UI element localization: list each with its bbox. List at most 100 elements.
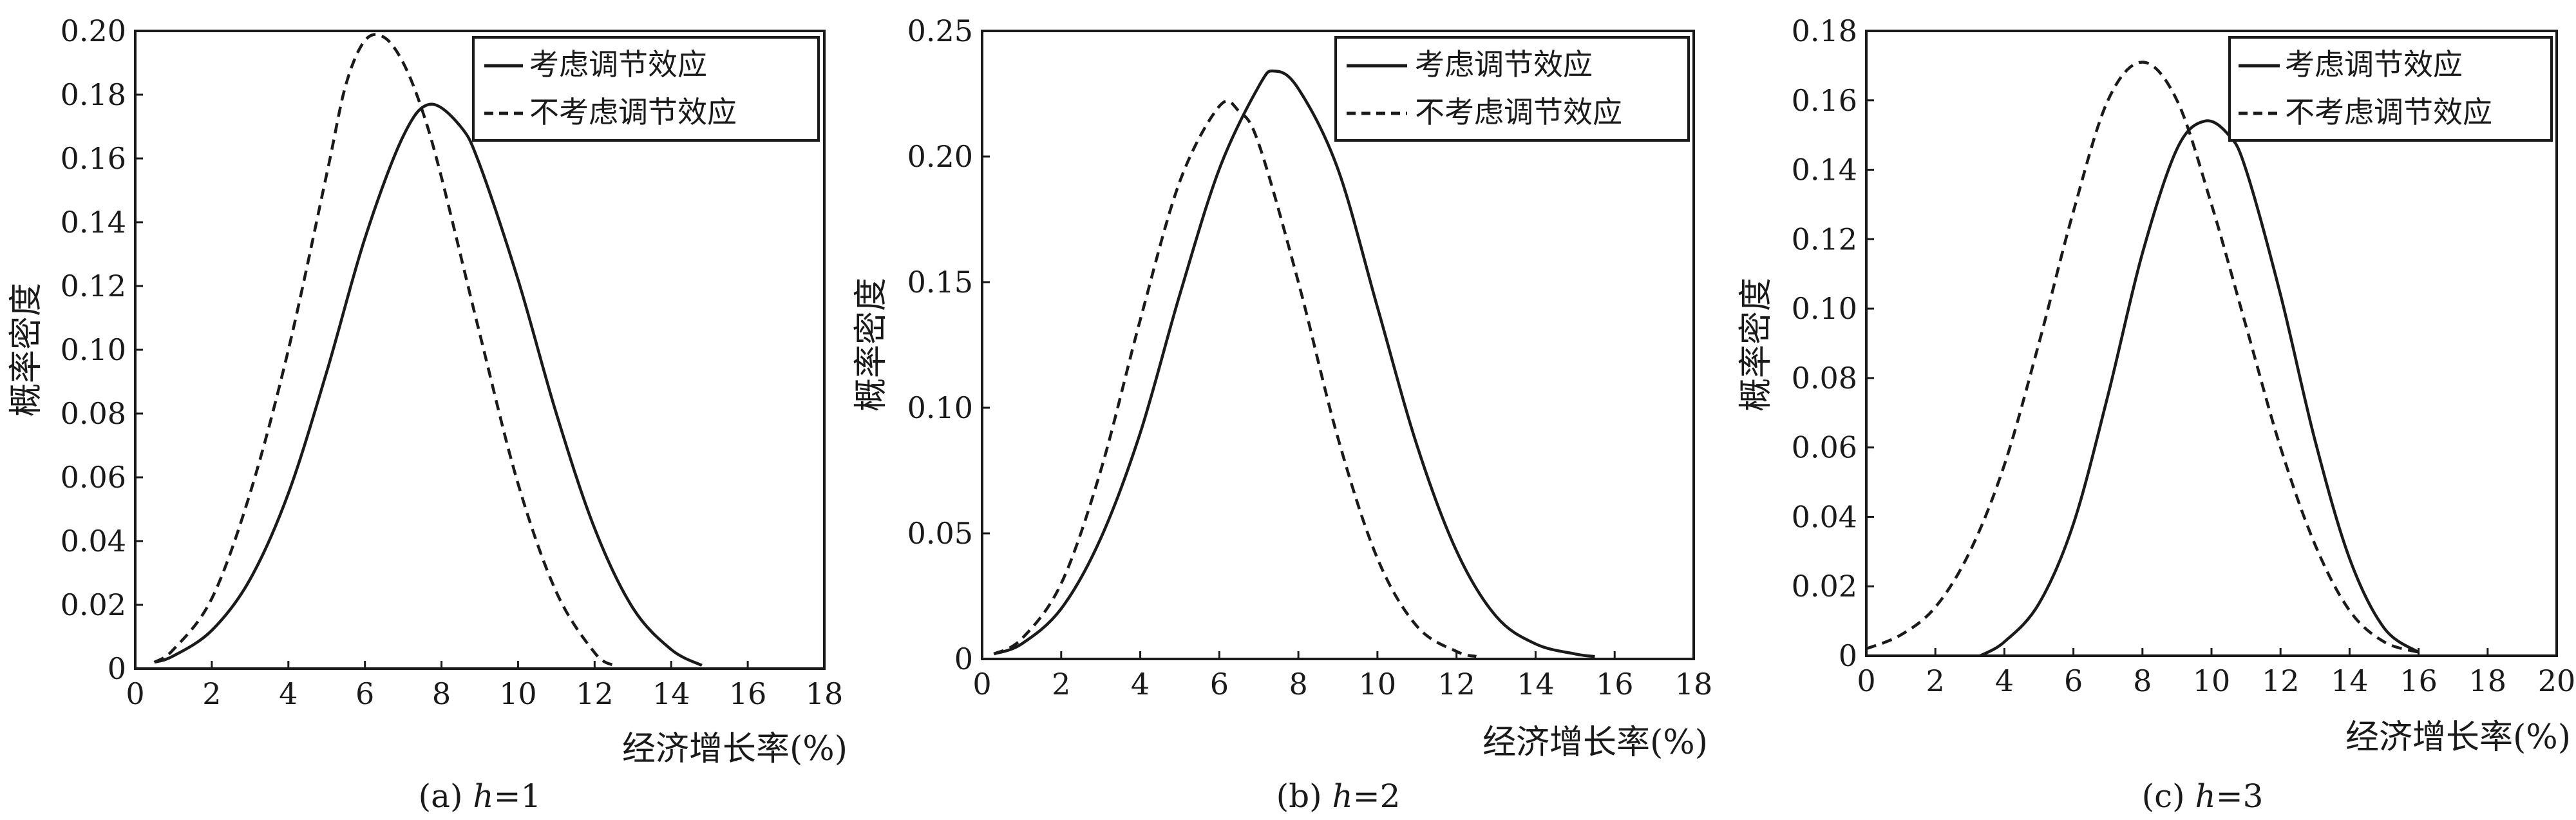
y-tick-label-b: 0.20 xyxy=(907,139,973,174)
y-tick-label-a: 0.02 xyxy=(61,587,126,622)
panel-c: 0 2 4 6 8 10 12 14 16 18 20 0 0.02 0.04 0.06 0.08 0.10 0.… xyxy=(1737,14,2575,815)
panel-caption-prefix-b: (b) xyxy=(1276,777,1332,815)
x-tick-label-a: 14 xyxy=(652,676,690,711)
y-tick-label-b: 0 xyxy=(954,642,973,676)
panel-caption-suffix-b: =2 xyxy=(1353,777,1401,815)
x-tick-label-b: 4 xyxy=(1131,667,1150,701)
legend-label-dashed-a: 不考虑调节效应 xyxy=(529,95,737,129)
x-axis-label-b: 经济增长率(%) xyxy=(1482,723,1708,762)
y-tick-label-c: 0.18 xyxy=(1792,14,1857,48)
x-tick-label-a: 6 xyxy=(355,676,374,711)
y-tick-label-b: 0.10 xyxy=(907,390,973,425)
x-tick-label-b: 10 xyxy=(1359,667,1397,701)
y-tick-label-b: 0.15 xyxy=(907,265,973,300)
legend-label-solid-b: 考虑调节效应 xyxy=(1415,47,1593,82)
panel-b: 0 2 4 6 8 10 12 14 16 18 0 0.05 0.10 0.15 0.20 0.25 考虑调… xyxy=(852,14,1712,815)
series-line-solid-a xyxy=(153,102,703,667)
y-tick-label-b: 0.25 xyxy=(907,14,973,48)
x-tick-label-c: 4 xyxy=(1995,663,2014,698)
x-tick-label-c: 0 xyxy=(1857,663,1875,698)
y-tick-label-c: 0.14 xyxy=(1792,153,1857,187)
y-tick-label-c: 0.02 xyxy=(1792,569,1857,604)
x-tick-label-b: 12 xyxy=(1437,667,1475,701)
panel-caption-b: (b) h=2 xyxy=(1276,777,1401,815)
x-tick-label-a: 10 xyxy=(499,676,537,711)
y-axis-label-b: 概率密度 xyxy=(852,278,891,412)
y-tick-label-a: 0.20 xyxy=(61,14,126,48)
x-tick-label-a: 16 xyxy=(729,676,767,711)
legend-box-c xyxy=(2228,36,2553,142)
y-tick-label-a: 0.18 xyxy=(61,77,126,112)
y-tick-label-a: 0.14 xyxy=(61,205,126,240)
y-tick-label-c: 0.12 xyxy=(1792,222,1857,256)
series-line-dashed-b xyxy=(993,99,1477,658)
y-tick-label-a: 0.10 xyxy=(61,332,126,367)
y-tick-label-a: 0.08 xyxy=(61,396,126,431)
legend-a: 考虑调节效应 不考虑调节效应 xyxy=(472,36,820,142)
x-tick-label-b: 2 xyxy=(1052,667,1070,701)
x-tick-label-a: 18 xyxy=(806,676,844,711)
x-tick-label-a: 2 xyxy=(202,676,221,711)
x-tick-label-c: 20 xyxy=(2538,663,2576,698)
y-tick-label-c: 0.08 xyxy=(1792,361,1857,396)
x-tick-label-a: 4 xyxy=(279,676,298,711)
x-tick-label-a: 12 xyxy=(576,676,614,711)
x-tick-label-b: 8 xyxy=(1289,667,1307,701)
y-tick-label-c: 0.06 xyxy=(1792,430,1857,465)
y-tick-label-c: 0.16 xyxy=(1792,83,1857,118)
legend-c: 考虑调节效应 不考虑调节效应 xyxy=(2228,36,2553,142)
series-lines-b xyxy=(993,69,1595,658)
axis-ticks-b: 0 2 4 6 8 10 12 14 16 18 0 0.05 0.10 0.15 0.20 0.25 xyxy=(907,14,1713,701)
x-tick-label-a: 0 xyxy=(126,676,144,711)
panel-caption-var-a: h xyxy=(473,777,493,815)
panel-caption-c: (c) h=3 xyxy=(2142,777,2264,815)
y-tick-label-a: 0.16 xyxy=(61,141,126,176)
x-tick-label-b: 0 xyxy=(972,667,991,701)
y-tick-label-a: 0.12 xyxy=(61,269,126,303)
y-tick-label-b: 0.05 xyxy=(907,516,973,551)
series-line-solid-c xyxy=(1979,119,2420,657)
x-axis-label-c: 经济增长率(%) xyxy=(2345,718,2571,757)
x-tick-label-c: 10 xyxy=(2193,663,2231,698)
x-tick-label-c: 16 xyxy=(2400,663,2438,698)
axis-ticks-a: 0 2 4 6 8 10 12 14 16 18 0 0.02 0.04 0.06 0.08 0.10 0.12… xyxy=(61,14,844,711)
series-line-dashed-a xyxy=(153,33,615,667)
panel-caption-a: (a) h=1 xyxy=(419,777,542,815)
x-axis-label-a: 经济增长率(%) xyxy=(622,730,848,768)
legend-label-dashed-b: 不考虑调节效应 xyxy=(1415,95,1622,129)
x-tick-label-a: 8 xyxy=(432,676,451,711)
x-tick-label-c: 6 xyxy=(2064,663,2083,698)
x-tick-label-b: 14 xyxy=(1517,667,1555,701)
panel-a: 0 2 4 6 8 10 12 14 16 18 0 0.02 0.04 0.06 0.08 0.10 0.12… xyxy=(7,14,848,815)
y-tick-label-c: 0.04 xyxy=(1792,499,1857,534)
panel-caption-var-b: h xyxy=(1332,777,1353,815)
x-tick-label-c: 12 xyxy=(2262,663,2300,698)
series-lines-a xyxy=(153,33,703,667)
y-tick-label-a: 0 xyxy=(108,651,126,686)
y-tick-label-c: 0.10 xyxy=(1792,291,1857,326)
panel-caption-var-c: h xyxy=(2195,777,2216,815)
legend-label-solid-a: 考虑调节效应 xyxy=(529,47,707,82)
x-tick-label-c: 18 xyxy=(2469,663,2507,698)
panel-caption-suffix-a: =1 xyxy=(494,777,542,815)
y-tick-label-a: 0.06 xyxy=(61,460,126,495)
x-tick-label-c: 14 xyxy=(2331,663,2369,698)
y-tick-label-a: 0.04 xyxy=(61,524,126,558)
y-axis-label-c: 概率密度 xyxy=(1737,278,1776,412)
panel-caption-suffix-c: =3 xyxy=(2216,777,2264,815)
legend-b: 考虑调节效应 不考虑调节效应 xyxy=(1334,36,1690,142)
x-tick-label-c: 8 xyxy=(2133,663,2152,698)
series-lines-c xyxy=(1866,61,2420,657)
legend-label-dashed-c: 不考虑调节效应 xyxy=(2285,95,2492,129)
x-tick-label-c: 2 xyxy=(1926,663,1945,698)
panel-caption-prefix-a: (a) xyxy=(419,777,473,815)
y-tick-label-c: 0 xyxy=(1839,638,1857,673)
legend-box-b xyxy=(1334,36,1690,142)
x-tick-label-b: 18 xyxy=(1675,667,1713,701)
x-tick-label-b: 16 xyxy=(1596,667,1634,701)
x-tick-label-b: 6 xyxy=(1210,667,1229,701)
series-line-dashed-c xyxy=(1866,61,2420,654)
plot-frame-b xyxy=(981,30,1695,660)
axis-ticks-c: 0 2 4 6 8 10 12 14 16 18 20 0 0.02 0.04 0.06 0.08 0.10 0.… xyxy=(1792,14,2576,698)
